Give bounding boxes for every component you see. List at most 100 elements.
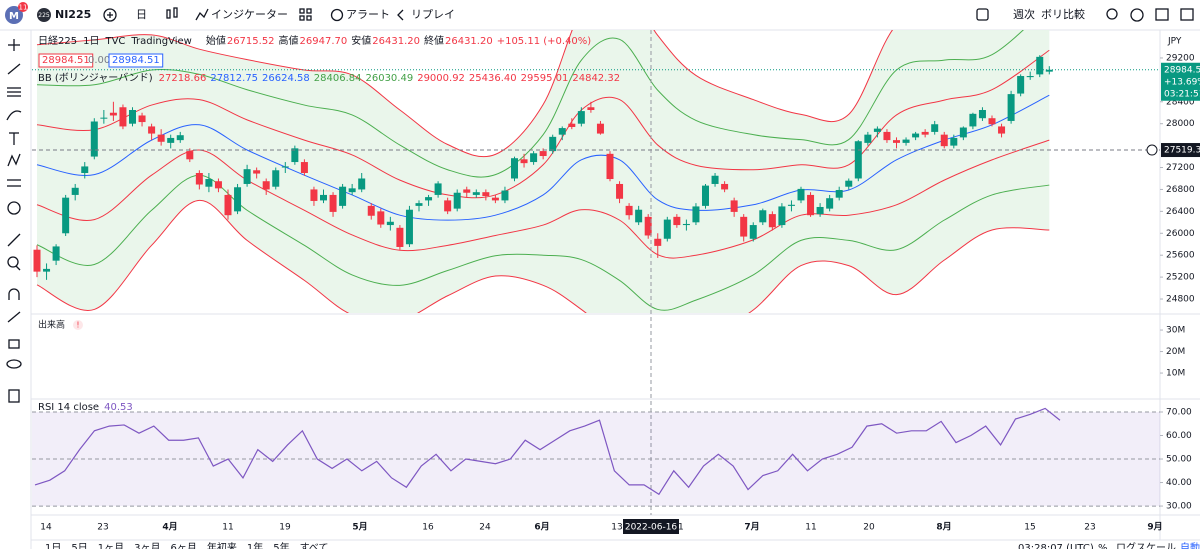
layout-icon[interactable] [299,8,312,21]
replay-icon[interactable] [397,9,404,21]
candle-body [682,223,690,226]
add-icon[interactable] [103,8,117,22]
range-button[interactable]: 3ヶ月 [134,542,160,549]
range-button[interactable]: 年初来 [207,541,237,549]
candle-body [1026,76,1034,78]
candle-body [568,123,576,127]
candle-body [243,169,251,184]
candle-body [692,206,700,223]
candle-body [1007,94,1015,121]
candle-body [195,173,203,185]
candle-body [253,170,261,174]
band-upper [36,30,1024,178]
candle-body [845,180,853,187]
log-toggle[interactable]: ログスケール [1116,541,1176,549]
drawing-tools[interactable] [6,39,22,403]
range-button[interactable]: 1日 [45,543,61,549]
indicators[interactable]: インジケーター [211,8,288,21]
x-tick-label: 11 [805,523,816,533]
candle-body [940,134,948,147]
candle-body [711,175,719,184]
x-tick-label: 9月 [1147,522,1162,533]
logo-text: M [9,11,19,22]
y-tick-label: 30.00 [1166,502,1192,512]
range-button[interactable]: 5日 [71,543,87,549]
fullscreen-icon[interactable] [1155,8,1169,21]
crosshair-price-box [1161,143,1200,158]
logo[interactable] [5,6,23,24]
checkbox[interactable] [976,8,989,21]
candle-body [176,135,184,141]
candle-body [931,124,939,132]
ohlc-label: 安値 [351,34,371,47]
range-button[interactable]: 1ヶ月 [98,542,124,549]
y-tick-label: 20M [1166,347,1185,357]
label-box [108,53,164,68]
indicator-icon[interactable] [195,8,209,21]
x-tick-label: 23 [1084,523,1095,533]
candle-body [482,192,490,197]
auto-toggle[interactable]: 自動 [1180,541,1200,549]
compare[interactable]: ボリ比較 [1041,7,1085,21]
candle-body [90,121,98,157]
candle-body [281,166,289,168]
replay[interactable]: リプレイ [411,8,455,21]
candle-body [520,159,528,164]
range-button[interactable]: 1年 [247,541,263,549]
candle-body [138,115,146,123]
bb-value: 29000.92 [417,73,465,84]
snapshot-icon[interactable] [1180,8,1194,21]
candle-body [816,206,824,215]
candle-body [300,162,308,174]
rsi-line [34,407,1061,496]
candle-body [826,198,834,209]
range-button[interactable]: すべて [300,542,329,549]
candle-body [577,111,585,124]
ohlc-label: 終値 [424,34,444,47]
y-tick-label: 25200 [1166,273,1195,283]
interval[interactable]: 日 [136,8,147,21]
candle-body [33,249,41,272]
chart-type-icon[interactable] [166,7,178,19]
alert[interactable]: アラート [346,8,390,21]
label-box [38,53,94,68]
volume-alert: ! [76,321,79,330]
candle-body [415,203,423,206]
percent-toggle[interactable]: % [1098,543,1108,549]
alert-icon[interactable] [330,8,344,22]
period[interactable]: 週次 [1013,7,1035,21]
candle-body [978,109,986,119]
symbol[interactable]: NI225 [55,8,91,21]
candle-body [549,136,557,152]
candle-body [740,216,748,237]
candle-body [310,189,318,201]
candle-body [873,128,881,132]
candle-body [835,189,843,198]
range-button[interactable]: 6ヶ月 [171,542,197,549]
last-price-tag [1161,62,1200,101]
candle-body [797,188,805,201]
last-change: +13.69% [1164,77,1200,87]
candle-body [959,127,967,138]
legend-source: TVC [104,36,125,47]
candle-body [921,131,929,135]
candle-body [606,153,614,180]
crosshair-price: 27519.32 [1164,146,1200,156]
search-icon[interactable] [1106,8,1118,20]
candle-body [625,205,633,216]
candle-body [167,137,175,143]
candle-body [730,200,738,212]
top-toolbar [0,0,1200,30]
candle-body [644,216,652,236]
crosshair-plus[interactable] [1146,144,1158,156]
x-tick-label: 7月 [744,522,759,533]
last-price: 28984.51 [1164,65,1200,75]
candle-body [787,204,795,206]
range-button[interactable]: 5年 [273,541,289,549]
sell-price: 28984.51 [42,55,90,66]
settings-icon[interactable] [1130,8,1144,22]
y-tick-label: 28400 [1166,97,1195,107]
bb-value: 27218.66 [159,73,207,84]
candle-body [864,134,872,143]
